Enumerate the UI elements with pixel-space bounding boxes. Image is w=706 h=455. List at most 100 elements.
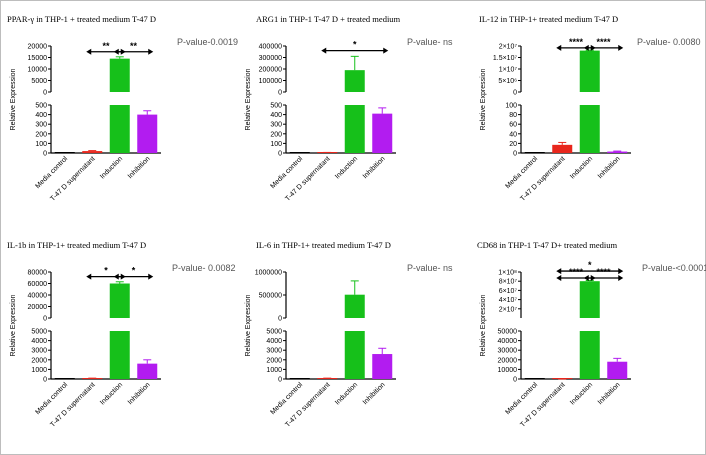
significance-label: *	[588, 260, 592, 270]
y-tick-label: 0	[513, 90, 517, 97]
y-tick-label: 20	[509, 141, 517, 148]
y-tick-label: 300000	[259, 55, 282, 62]
bar-upper-segment	[344, 294, 365, 318]
x-category-label: Inhibition	[362, 155, 387, 180]
y-axis-label: Relative Expression	[10, 68, 17, 130]
y-tick-label: 500000	[259, 293, 282, 300]
y-tick-label: 2×10⁷	[499, 306, 518, 313]
significance-label: *	[132, 266, 136, 276]
y-tick-label: 0	[513, 151, 517, 158]
chart-title: IL-1b in THP-1+ treated medium T-47 D	[7, 240, 146, 250]
y-tick-label: 1000	[31, 367, 47, 374]
chart-panel-cd68: CD68 in THP-1 T-47 D+ treated medium P-va…	[471, 227, 706, 453]
bar-upper-segment	[579, 50, 600, 92]
y-tick-label: 0	[43, 90, 47, 97]
y-axis-label: Relative Expression	[480, 294, 487, 356]
significance-label: *	[104, 266, 108, 276]
y-axis-label: Relative Expression	[245, 294, 252, 356]
bar	[524, 378, 545, 379]
y-tick-label: 40	[509, 131, 517, 138]
y-tick-label: 0	[278, 151, 282, 158]
y-tick-label: 5000	[31, 329, 47, 336]
x-category-label: Induction	[99, 381, 124, 406]
y-tick-label: 40000	[498, 338, 518, 345]
y-axis-label: Relative Expression	[10, 294, 17, 356]
bar	[137, 114, 158, 153]
significance-arrow-left	[321, 47, 327, 54]
y-tick-label: 500	[270, 103, 282, 110]
y-tick-label: 1000	[266, 367, 282, 374]
x-category-label: Induction	[569, 381, 594, 406]
p-value-label: P-value- ns	[407, 37, 453, 47]
bar-upper-segment	[109, 283, 130, 318]
y-tick-label: 8×10⁷	[499, 279, 518, 286]
y-tick-label: 2×10⁷	[499, 44, 518, 51]
y-tick-label: 0	[43, 151, 47, 158]
y-tick-label: 3000	[266, 348, 282, 355]
bar-lower-segment	[579, 105, 600, 153]
y-tick-label: 20000	[498, 357, 518, 364]
y-tick-label: 100	[35, 141, 47, 148]
y-tick-label: 200	[35, 131, 47, 138]
significance-arrow-right	[618, 274, 624, 281]
x-category-label: Inhibition	[597, 381, 622, 406]
bar	[54, 152, 75, 153]
significance-label: *	[353, 40, 357, 50]
bar	[289, 378, 310, 379]
y-tick-label: 400	[270, 112, 282, 119]
y-tick-label: 6×10⁷	[499, 288, 518, 295]
significance-arrow-left	[556, 274, 562, 281]
significance-arrow-right	[148, 48, 154, 55]
chart-panel-il1b: IL-1b in THP-1+ treated medium T-47 D P-v…	[1, 227, 236, 453]
x-category-label: Induction	[334, 381, 359, 406]
y-tick-label: 400000	[259, 44, 282, 51]
chart-title: ARG1 in THP-1 T-47 D + treated medium	[256, 14, 401, 24]
y-tick-label: 80000	[28, 270, 48, 277]
y-axis-label: Relative Expression	[245, 68, 252, 130]
p-value-label: P-value-<0.0001	[642, 263, 706, 273]
x-category-label: Induction	[334, 155, 359, 180]
significance-arrow-left	[113, 48, 119, 55]
bar-upper-segment	[579, 281, 600, 318]
y-tick-label: 1.5×10⁷	[493, 55, 518, 62]
x-category-label: Inhibition	[127, 155, 152, 180]
significance-arrow-left	[556, 268, 562, 275]
bar	[82, 151, 103, 153]
y-tick-label: 10000	[498, 367, 518, 374]
y-tick-label: 100	[505, 103, 517, 110]
chart-title: IL-12 in THP-1+ treated medium T-47 D	[479, 14, 618, 24]
bar	[524, 152, 545, 153]
significance-arrow-left	[113, 273, 119, 280]
significance-label: ****	[569, 267, 584, 277]
y-tick-label: 2000	[31, 357, 47, 364]
p-value-label: P-value-0.0019	[177, 37, 238, 47]
significance-label: **	[130, 41, 138, 51]
y-tick-label: 30000	[498, 348, 518, 355]
y-axis-label: Relative Expression	[480, 68, 487, 130]
y-tick-label: 20000	[28, 304, 48, 311]
y-tick-label: 200000	[259, 67, 282, 74]
y-tick-label: 15000	[28, 55, 48, 62]
significance-arrow-right	[148, 273, 154, 280]
x-category-label: Induction	[99, 155, 124, 180]
chart-title: CD68 in THP-1 T-47 D+ treated medium	[477, 240, 618, 250]
chart-panel-il6: IL-6 in THP-1+ treated medium T-47 D P-va…	[236, 227, 471, 453]
bar-lower-segment	[344, 105, 365, 153]
y-tick-label: 5000	[31, 78, 47, 85]
y-tick-label: 60	[509, 122, 517, 129]
chart-panel-il12: IL-12 in THP-1+ treated medium T-47 D P-v…	[471, 1, 706, 227]
y-tick-label: 50000	[498, 329, 518, 336]
y-tick-label: 0	[278, 316, 282, 323]
significance-arrow-right	[618, 44, 624, 51]
chart-cd68: CD68 in THP-1 T-47 D+ treated medium P-va…	[477, 240, 706, 429]
y-tick-label: 10000	[28, 67, 48, 74]
chart-il12: IL-12 in THP-1+ treated medium T-47 D P-v…	[479, 14, 701, 203]
p-value-label: P-value- 0.0080	[637, 37, 701, 47]
bar	[289, 152, 310, 153]
significance-label: ****	[569, 37, 584, 47]
chart-title: IL-6 in THP-1+ treated medium T-47 D	[256, 240, 391, 250]
y-tick-label: 300	[270, 122, 282, 129]
bar	[137, 363, 158, 379]
y-tick-label: 200	[270, 131, 282, 138]
